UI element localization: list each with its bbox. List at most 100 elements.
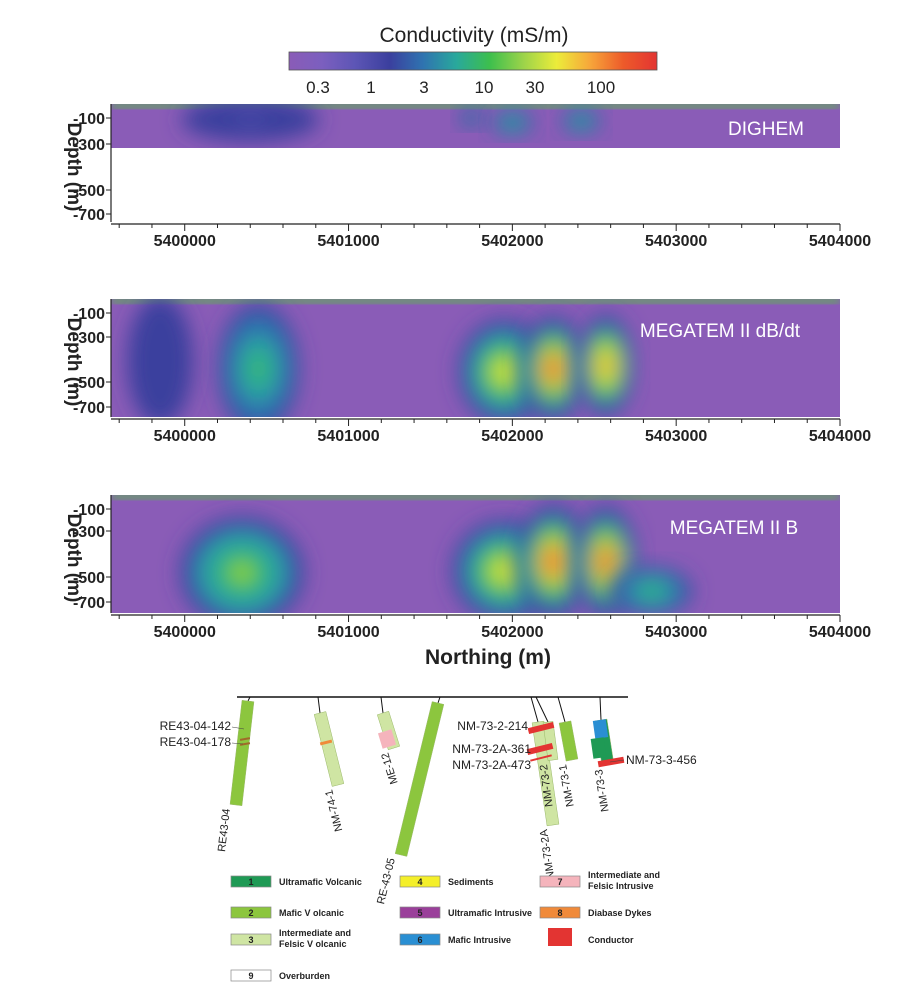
x-tick-label: 5404000 [809,624,871,641]
drillhole-collar-line [535,696,549,723]
legend-number: 3 [248,935,253,945]
drillhole-trace [394,701,445,857]
x-tick-label: 5403000 [645,233,707,250]
drillhole-collar-line [247,696,251,702]
anomaly [217,303,300,417]
colorbar-tick-label: 1 [366,78,375,97]
y-tick-label: -500 [73,183,105,200]
legend-swatch [539,875,581,888]
legend-swatch [230,933,272,946]
x-tick-label: 5401000 [317,428,379,445]
y-axis-label: Depth (m) [63,514,84,603]
legend-swatch [399,875,441,888]
anomaly [561,108,601,134]
drillhole-segment [527,721,555,735]
drillhole-segment [526,742,554,756]
hole-annotation: NM-73-2A-361 [452,742,531,756]
anomaly-contour [251,358,266,380]
y-axis-label: Depth (m) [63,123,84,212]
x-tick-label: 5402000 [481,233,543,250]
anomaly-contour [508,120,516,125]
x-tick-label: 5403000 [645,624,707,641]
drillhole-label: RE-43-05 [375,857,398,906]
y-tick-label: -500 [73,570,105,587]
anomaly-contour [601,357,611,375]
drillhole-label: NM-73-1 [557,763,577,807]
colorbar-title: Conductivity (mS/m) [379,24,568,47]
y-tick-label: -300 [73,524,105,541]
surface-band [111,104,840,108]
drillhole-trace [558,720,579,762]
legend-swatch [230,906,272,919]
legend-number: 6 [417,935,422,945]
legend-number: 9 [248,971,253,981]
anomaly-contour [495,562,513,580]
anomaly [181,104,320,142]
legend-number: 8 [557,908,562,918]
x-tick-label: 5404000 [809,233,871,250]
panel-section [111,299,840,417]
legend-label: Mafic Intrusive [448,935,511,945]
legend-label: Overburden [279,971,330,981]
panel-section [111,495,840,613]
legend-number: 7 [557,877,562,887]
anomaly-contour [644,587,659,596]
legend-label: Intermediate and [279,928,351,938]
drillhole-label: ME-12 [379,751,400,786]
drillhole-segment [530,754,552,762]
legend-swatch [539,906,581,919]
drillhole-label: NM-73-3 [593,769,611,813]
y-tick-label: -100 [73,306,105,323]
colorbar-ticks: 0.3 1 3 10 30 100 [306,78,615,97]
anomaly [491,110,534,136]
legend-swatch [230,969,272,982]
y-tick-label: -700 [73,400,105,417]
legend-item: 9 Overburden [230,969,330,982]
colorbar-tick-label: 30 [526,78,545,97]
x-tick-label: 5400000 [154,233,216,250]
x-tick-label: 5400000 [154,624,216,641]
legend-label: Felsic V olcanic [279,939,347,949]
surface-band [111,495,840,499]
colorbar-tick-label: 100 [587,78,615,97]
y-tick-label: -700 [73,595,105,612]
panel-title: DIGHEM [728,119,804,140]
legend-label: Sediments [448,877,494,887]
colorbar-tick-label: 3 [419,78,428,97]
legend-label: Conductor [588,935,634,945]
y-tick-label: -300 [73,137,105,154]
surface-band [111,299,840,303]
y-tick-label: -300 [73,330,105,347]
legend-number: 2 [248,908,253,918]
hole-annotation: NM-73-3-456 [626,753,697,767]
drillhole-collar-line [380,696,384,714]
legend-item: 6 Mafic Intrusive [399,933,511,946]
drillhole-trace [313,711,345,787]
anomaly [458,108,485,128]
drillhole-trace [229,700,255,806]
anomaly-contour [547,552,560,572]
y-tick-label: -500 [73,375,105,392]
drillhole-collar-line [317,696,321,714]
anomaly-contour [238,115,262,124]
panel-title: MEGATEM II B [670,518,798,539]
anomaly [577,314,634,417]
legend-item: 8 Diabase Dykes [539,906,652,919]
drillhole-label: NM-73-2 [538,764,555,808]
drillhole-segment [239,737,251,741]
legend-item: 2 Mafic V olcanic [230,906,344,919]
drillhole-collar-line [599,696,602,721]
colorbar [288,51,658,71]
anomaly [179,516,305,613]
panel-section [111,104,840,148]
x-tick-label: 5402000 [481,428,543,445]
legend-label: Mafic V olcanic [279,908,344,918]
legend-swatch [399,933,441,946]
legend-item: 1 Ultramafic Volcanic [230,875,362,888]
